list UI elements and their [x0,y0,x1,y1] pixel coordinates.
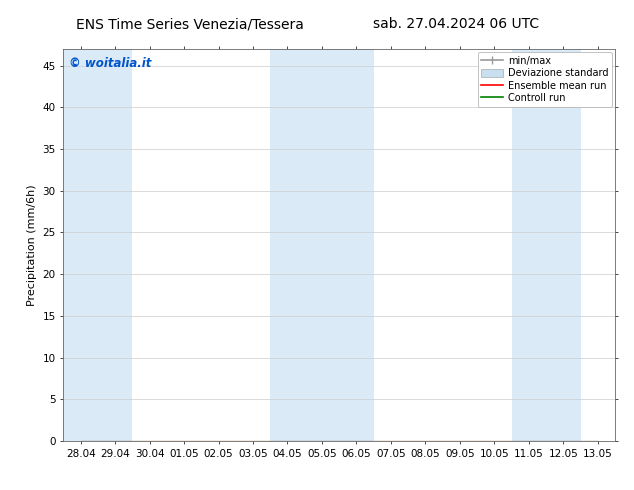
Legend: min/max, Deviazione standard, Ensemble mean run, Controll run: min/max, Deviazione standard, Ensemble m… [477,52,612,107]
Text: © woitalia.it: © woitalia.it [69,57,152,70]
Bar [270,49,305,441]
Bar [546,49,581,441]
Text: sab. 27.04.2024 06 UTC: sab. 27.04.2024 06 UTC [373,17,540,31]
Bar [512,49,546,441]
Bar [98,49,133,441]
Y-axis label: Precipitation (mm/6h): Precipitation (mm/6h) [27,184,37,306]
Bar [63,49,98,441]
Text: ENS Time Series Venezia/Tessera: ENS Time Series Venezia/Tessera [76,17,304,31]
Bar [305,49,339,441]
Bar [339,49,373,441]
